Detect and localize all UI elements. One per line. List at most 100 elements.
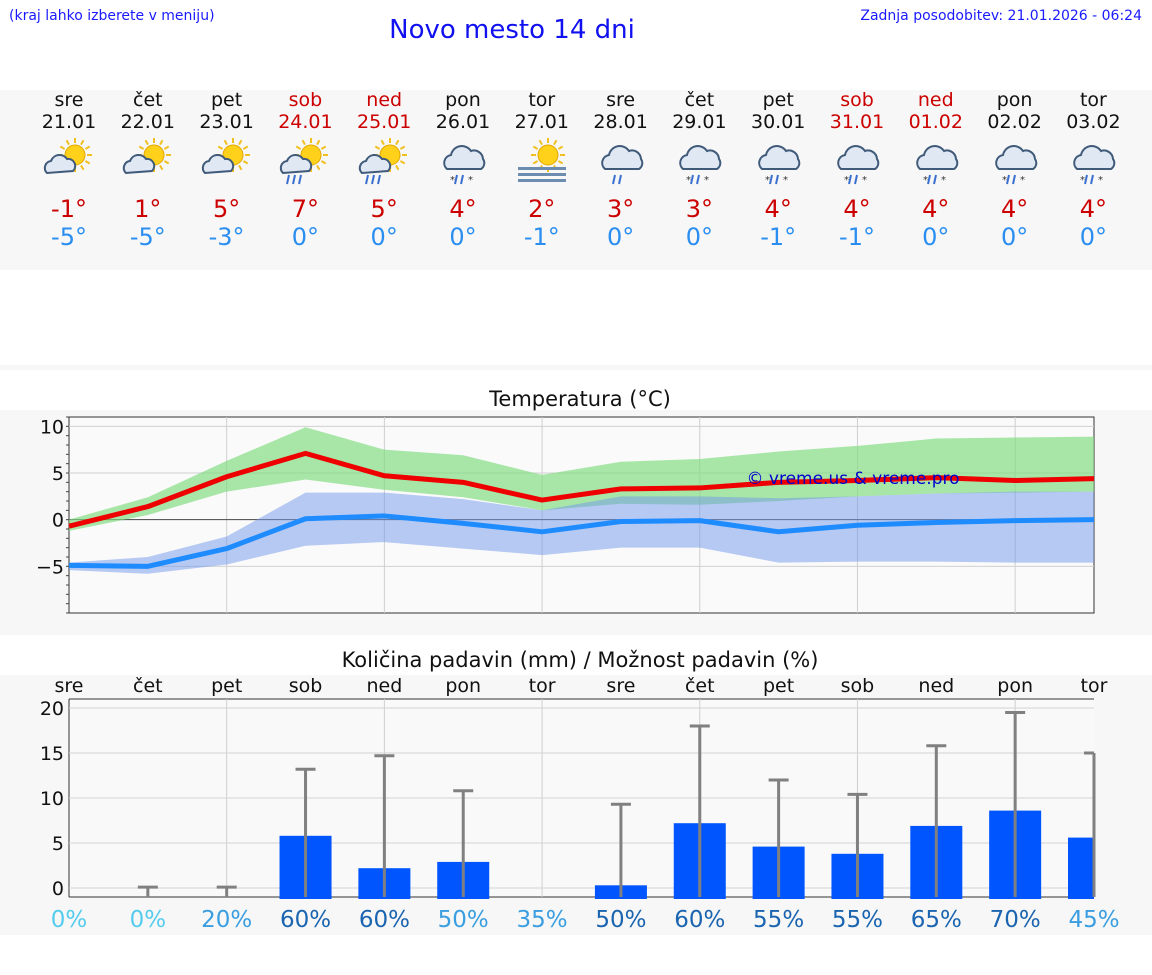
day-label: sob (841, 675, 875, 697)
y-tick-label: −5 (36, 556, 64, 578)
day-column: tor 03.02 * * 4° 0° (1058, 89, 1128, 251)
day-label: pet (763, 675, 794, 697)
day-date: 01.02 (908, 111, 963, 133)
svg-text:*: * (704, 175, 709, 186)
day-label: pon (445, 675, 481, 697)
day-label: sre (55, 675, 84, 697)
precipitation-probability: 70% (990, 907, 1041, 933)
daily-forecast-strip (0, 90, 1152, 270)
day-name: čet (684, 89, 715, 111)
min-temperature-line (68, 513, 1095, 569)
min-temperature: 0° (1079, 223, 1108, 251)
location-hint: (kraj lahko izberete v meniju) (9, 8, 215, 24)
cloud-sleet-icon: * * (435, 137, 491, 187)
cloud-sleet-icon: * * (987, 137, 1043, 187)
day-column: pon 26.01 * * 4° 0° (428, 89, 498, 251)
max-temperature: -1° (51, 195, 87, 223)
min-temperature: -1° (839, 223, 875, 251)
precipitation-probability: 55% (832, 907, 883, 933)
copyright-annotation: © vreme.us & vreme.pro (746, 469, 959, 489)
day-date: 22.01 (120, 111, 175, 133)
cloud-sleet-icon: * * (671, 137, 727, 187)
day-date: 02.02 (987, 111, 1042, 133)
svg-text:*: * (783, 175, 788, 186)
precipitation-bar (1068, 837, 1094, 899)
min-temperature: -1° (523, 223, 560, 251)
min-temperature: -3° (208, 223, 245, 251)
precipitation-probability: 65% (911, 907, 962, 933)
day-column: tor 27.01 2° -1° (507, 89, 577, 251)
day-label: tor (1081, 675, 1108, 697)
precipitation-probability: 60% (280, 907, 331, 933)
y-tick-label: 10 (40, 788, 64, 810)
svg-text:*: * (1002, 175, 1007, 186)
day-column: pet 23.01 5° -3° (192, 89, 262, 251)
cloud-sleet-icon: * * (750, 137, 806, 187)
day-label: pet (211, 675, 242, 697)
max-temperature: 4° (1079, 195, 1108, 223)
precipitation-probability: 0% (130, 907, 167, 933)
max-temperature-line (68, 450, 1095, 529)
day-date: 27.01 (514, 111, 569, 133)
sun-cloud-rain-icon (277, 137, 333, 187)
sun-cloud-icon (41, 137, 97, 187)
cloud-rain-icon (593, 137, 649, 187)
day-column: čet 22.01 1° -5° (113, 89, 183, 251)
precipitation-probability: 20% (201, 907, 252, 933)
day-column: čet 29.01 * * 3° 0° (664, 89, 734, 251)
max-temperature: 7° (291, 195, 320, 223)
day-date: 25.01 (356, 111, 412, 133)
max-temperature: 2° (528, 195, 556, 223)
max-temperature: 5° (212, 195, 241, 223)
cloud-sleet-icon: * * (829, 137, 885, 187)
day-date: 29.01 (672, 111, 727, 133)
day-label: pon (997, 675, 1033, 697)
y-tick-label: 0 (52, 878, 64, 900)
max-temperature: 1° (134, 195, 162, 223)
svg-text:*: * (1020, 175, 1025, 186)
svg-text:*: * (844, 175, 849, 186)
day-column: ned 25.01 5° 0° (349, 89, 419, 251)
day-name: tor (1079, 89, 1107, 111)
precipitation-probability: 50% (438, 907, 489, 933)
max-temperature-band (69, 427, 1094, 531)
page-title: Novo mesto 14 dni (389, 15, 635, 45)
sun-cloud-icon (199, 137, 255, 187)
day-name: ned (366, 89, 403, 111)
day-label: čet (685, 675, 715, 697)
day-column: sre 21.01 -1° -5° (34, 89, 104, 251)
cloud-sleet-icon: * * (1065, 137, 1121, 187)
day-column: ned 01.02 * * 4° 0° (901, 89, 971, 251)
day-name: sre (606, 89, 636, 111)
precipitation-chart: 20 15 10 5 0 sre čet pet sob ned pon tor sre čet pet so… (40, 675, 1120, 933)
cloud-sleet-icon: * * (908, 137, 964, 187)
min-temperature: 0° (922, 223, 950, 251)
day-column: sre 28.01 3° 0° (586, 89, 656, 251)
precipitation-probability: 55% (753, 907, 804, 933)
min-temperature: -1° (760, 223, 797, 251)
min-temperature: 0° (1000, 223, 1029, 251)
min-temperature: 0° (291, 223, 320, 251)
max-temperature: 3° (606, 195, 635, 223)
svg-text:*: * (923, 175, 928, 186)
max-temperature: 4° (764, 195, 792, 223)
divider (0, 365, 1152, 370)
day-name: sre (54, 89, 84, 111)
day-column: sob 31.01 * * 4° -1° (822, 89, 892, 251)
day-column: pet 30.01 * * 4° -1° (743, 89, 813, 251)
temperature-chart: 10 5 0 −5 © vreme.us & vreme.pro (36, 416, 1095, 614)
svg-text:*: * (468, 175, 473, 186)
max-temperature: 3° (685, 195, 714, 223)
day-date: 23.01 (199, 111, 254, 133)
day-name: pon (996, 89, 1033, 111)
min-temperature: 0° (370, 223, 398, 251)
max-temperature: 4° (1000, 195, 1029, 223)
y-tick-label: 20 (40, 698, 64, 720)
min-temperature: 0° (606, 223, 635, 251)
day-column: pon 02.02 * * 4° 0° (980, 89, 1050, 251)
day-name: sob (288, 89, 323, 111)
y-tick-label: 5 (52, 463, 64, 485)
precipitation-probability: 50% (595, 907, 646, 933)
max-temperature: 4° (843, 195, 871, 223)
y-tick-label: 10 (40, 416, 64, 438)
